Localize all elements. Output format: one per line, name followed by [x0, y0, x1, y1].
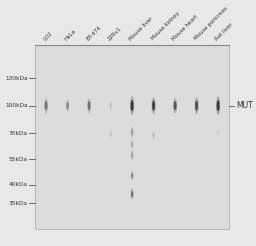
Text: Mouse heart: Mouse heart — [172, 14, 199, 41]
Ellipse shape — [131, 100, 134, 111]
Ellipse shape — [131, 126, 134, 138]
Ellipse shape — [152, 131, 155, 139]
Ellipse shape — [131, 152, 133, 159]
Ellipse shape — [110, 130, 111, 136]
Ellipse shape — [152, 101, 155, 111]
Ellipse shape — [217, 100, 220, 111]
Ellipse shape — [131, 191, 133, 197]
Text: 22Rv1: 22Rv1 — [107, 26, 123, 41]
Text: BT-474: BT-474 — [86, 25, 102, 41]
Text: Rat liver: Rat liver — [215, 22, 234, 41]
Ellipse shape — [44, 98, 48, 113]
Ellipse shape — [45, 101, 47, 110]
Text: HeLa: HeLa — [64, 28, 78, 41]
Text: 40kDa: 40kDa — [9, 182, 28, 187]
Text: LO2: LO2 — [42, 31, 54, 41]
Ellipse shape — [131, 129, 133, 136]
Ellipse shape — [110, 103, 111, 108]
Ellipse shape — [195, 97, 199, 114]
Text: 55kDa: 55kDa — [9, 156, 28, 162]
Ellipse shape — [173, 98, 177, 113]
Ellipse shape — [152, 97, 156, 114]
Ellipse shape — [174, 101, 177, 110]
Text: 100kDa: 100kDa — [5, 103, 28, 108]
Ellipse shape — [153, 133, 155, 138]
Text: 130kDa: 130kDa — [5, 76, 28, 80]
Text: MUT: MUT — [236, 101, 253, 110]
Ellipse shape — [131, 188, 134, 200]
Ellipse shape — [131, 171, 133, 180]
Ellipse shape — [195, 101, 198, 111]
Ellipse shape — [88, 101, 90, 110]
Ellipse shape — [109, 101, 112, 110]
Ellipse shape — [66, 99, 69, 112]
Ellipse shape — [217, 131, 219, 136]
Ellipse shape — [87, 98, 91, 113]
Ellipse shape — [66, 102, 69, 109]
Text: Mouse liver: Mouse liver — [129, 16, 154, 41]
Ellipse shape — [131, 150, 134, 161]
Ellipse shape — [130, 96, 134, 115]
Text: 70kDa: 70kDa — [9, 131, 28, 136]
Ellipse shape — [217, 129, 219, 137]
Ellipse shape — [216, 96, 220, 115]
Text: 35kDa: 35kDa — [9, 201, 28, 206]
Ellipse shape — [131, 141, 133, 147]
Bar — [35, 45, 229, 229]
Ellipse shape — [109, 128, 112, 138]
Ellipse shape — [131, 173, 133, 178]
Text: Mouse kidney: Mouse kidney — [150, 11, 180, 41]
Text: Mouse pancreas: Mouse pancreas — [193, 6, 228, 41]
Ellipse shape — [131, 139, 134, 149]
